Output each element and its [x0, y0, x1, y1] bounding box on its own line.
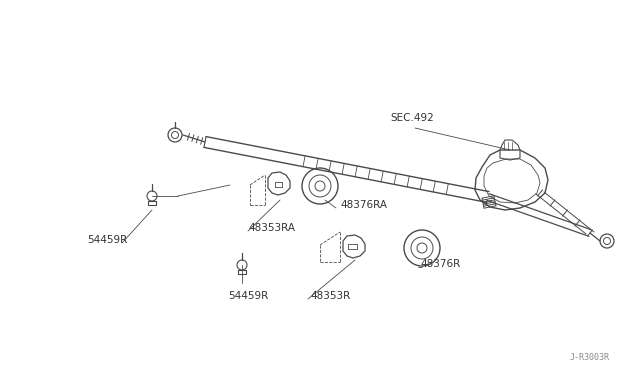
Text: 48353RA: 48353RA	[248, 223, 295, 233]
Text: SEC.492: SEC.492	[390, 113, 434, 123]
Text: 54459R: 54459R	[228, 291, 268, 301]
Text: 48353R: 48353R	[310, 291, 350, 301]
Text: J-R3003R: J-R3003R	[570, 353, 610, 362]
Text: 48376R: 48376R	[420, 259, 460, 269]
Text: 48376RA: 48376RA	[340, 200, 387, 210]
Text: 54459R: 54459R	[87, 235, 127, 245]
